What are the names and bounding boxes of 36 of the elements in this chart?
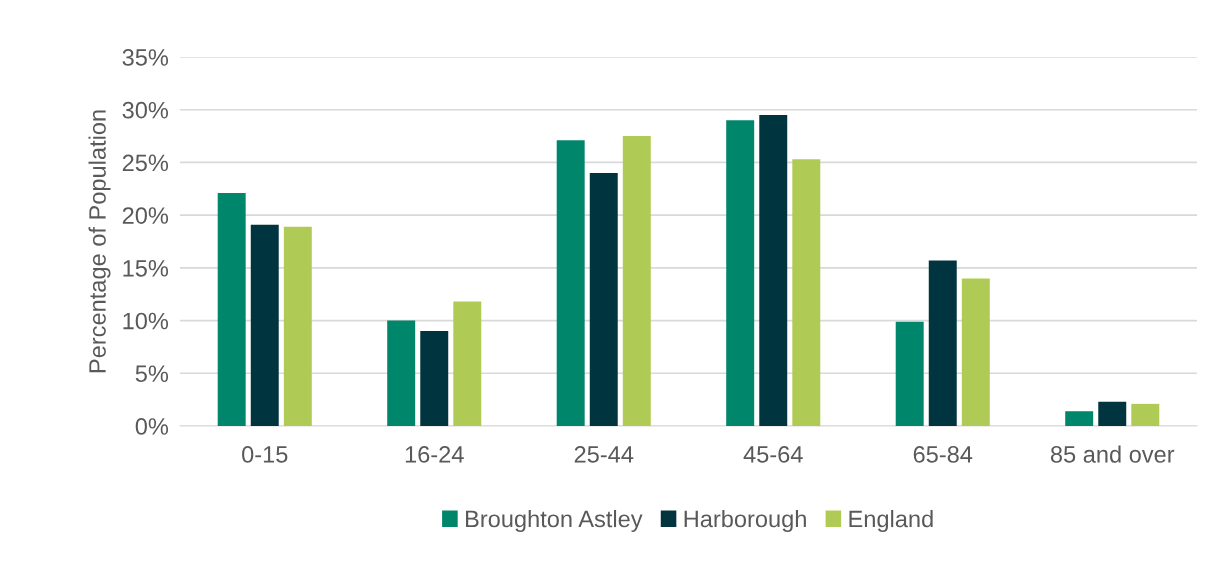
bar xyxy=(556,140,585,426)
x-tick-label: 25-44 xyxy=(574,446,634,463)
bar xyxy=(792,159,821,426)
bar xyxy=(961,278,990,426)
bar xyxy=(1065,411,1094,426)
bar xyxy=(759,114,788,426)
y-tick-label: 15% xyxy=(123,260,169,277)
bar xyxy=(387,320,416,426)
y-tick-label: 10% xyxy=(123,312,169,330)
bar xyxy=(283,226,312,426)
bar xyxy=(1131,403,1160,426)
bar xyxy=(928,260,957,426)
bar xyxy=(453,301,482,426)
y-tick-label: 30% xyxy=(122,101,169,119)
y-tick-label: 35% xyxy=(122,49,169,66)
bar xyxy=(250,224,279,426)
bar xyxy=(1098,401,1127,426)
bar xyxy=(589,172,618,426)
x-tick-label: 16-24 xyxy=(405,446,464,463)
y-tick-label: 5% xyxy=(135,365,169,383)
bar xyxy=(420,331,449,426)
bar xyxy=(726,120,755,426)
legend-label: England xyxy=(849,509,933,532)
y-tick-label: 25% xyxy=(122,154,169,172)
x-tick-label: 85 and over xyxy=(1050,445,1175,463)
bar xyxy=(895,321,924,426)
y-tick-label: 20% xyxy=(122,207,169,224)
bar xyxy=(217,193,246,426)
y-tick-label: 0% xyxy=(135,418,169,435)
legend-label: Broughton Astley xyxy=(466,509,643,532)
x-tick-label: 0-15 xyxy=(242,446,288,463)
y-axis-title: Percentage of Population xyxy=(88,110,111,373)
legend-label: Harborough xyxy=(684,509,806,532)
bar xyxy=(622,136,651,426)
x-tick-label: 45-64 xyxy=(743,446,803,463)
x-tick-label: 65-84 xyxy=(913,446,973,463)
